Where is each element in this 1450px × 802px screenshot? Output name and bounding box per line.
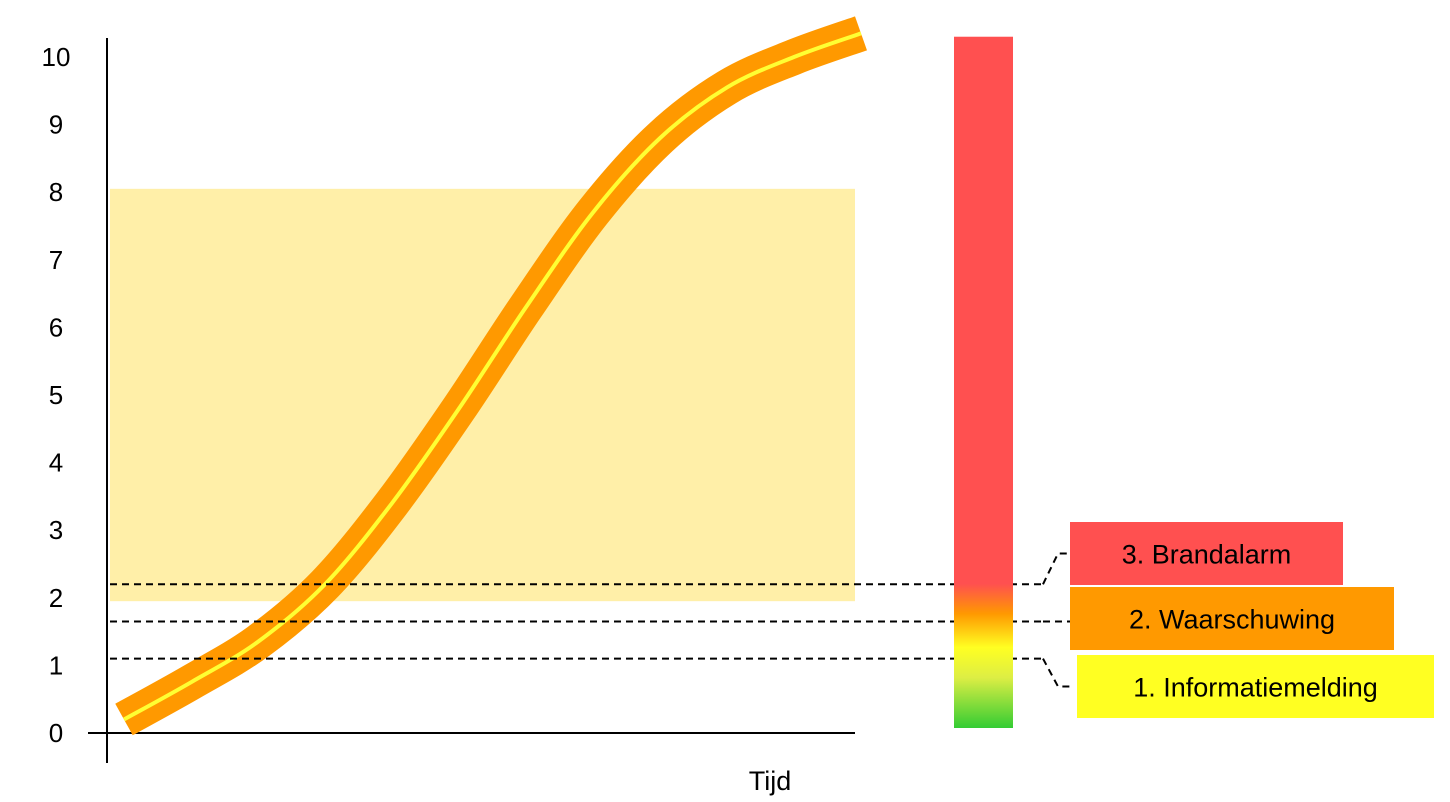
level-label-box (1070, 587, 1394, 650)
threshold-lines (110, 552, 1070, 688)
y-tick-label: 7 (49, 245, 63, 275)
y-tick-label: 8 (49, 177, 63, 207)
y-tick-label: 6 (49, 312, 63, 342)
level-label: 1. Informatiemelding (1133, 673, 1378, 703)
level-labels: 1. Informatiemelding 2. Waarschuwing 3. Br… (1070, 522, 1434, 718)
axes (88, 38, 855, 763)
y-tick-label: 10 (42, 42, 71, 72)
threshold-connector (1042, 552, 1070, 585)
y-tick-labels: 0 1 2 3 4 5 6 7 8 9 10 (42, 42, 71, 748)
level-label: 2. Waarschuwing (1129, 605, 1335, 635)
y-tick-label: 5 (49, 380, 63, 410)
y-tick-label: 0 (49, 718, 63, 748)
level-label-box (1077, 655, 1434, 718)
y-tick-label: 2 (49, 583, 63, 613)
series-layer (115, 16, 867, 736)
level-label-box (1070, 522, 1343, 585)
level-label: 3. Brandalarm (1122, 540, 1292, 570)
threshold-connector (1042, 658, 1070, 688)
y-tick-label: 9 (49, 110, 63, 140)
y-tick-label: 1 (49, 650, 63, 680)
alarm-scale-bar (954, 36, 1013, 729)
y-tick-label: 3 (49, 515, 63, 545)
series-line (123, 31, 862, 722)
x-axis-title: Tijd (749, 766, 792, 796)
y-tick-label: 4 (49, 448, 63, 478)
